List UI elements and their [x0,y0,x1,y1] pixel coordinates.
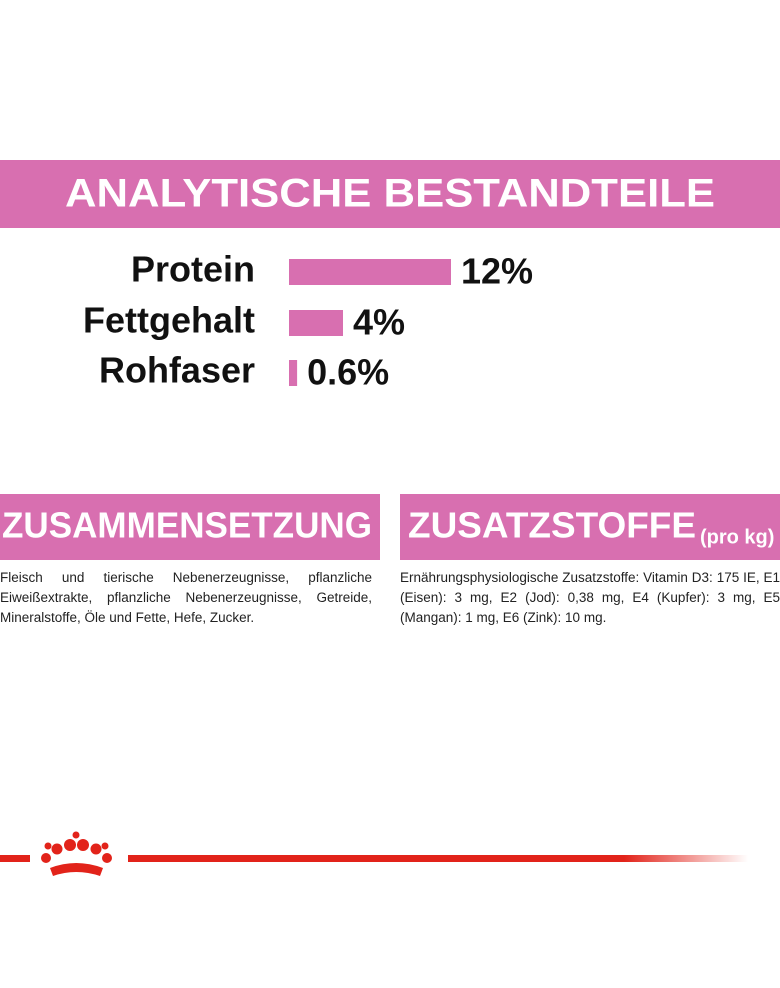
value-label: 4% [353,302,405,343]
category-label: Fettgehalt [83,300,255,341]
value-label: 12% [461,251,533,292]
crown-logo [41,831,112,876]
section-title: ZUSAMMENSETZUNG [2,505,372,546]
section-text: Ernährungsphysiologische Zusatzstoffe: V… [400,570,780,625]
category-label: Protein [131,249,255,290]
title-band [0,160,780,228]
bar [289,310,343,336]
bar [289,360,298,386]
section-note: (pro kg) [700,526,774,548]
brand-line [0,855,30,862]
bar [289,259,451,285]
chart-title: ANALYTISCHE BESTANDTEILE [65,172,715,216]
value-label: 0.6% [307,352,389,393]
section-band [0,494,380,560]
section-band [400,494,780,560]
section-text: Fleisch und tierische Nebenerzeugnisse, … [0,570,372,625]
section-title: ZUSATZSTOFFE [408,505,696,546]
category-label: Rohfaser [99,350,255,391]
brand-line [128,855,748,862]
